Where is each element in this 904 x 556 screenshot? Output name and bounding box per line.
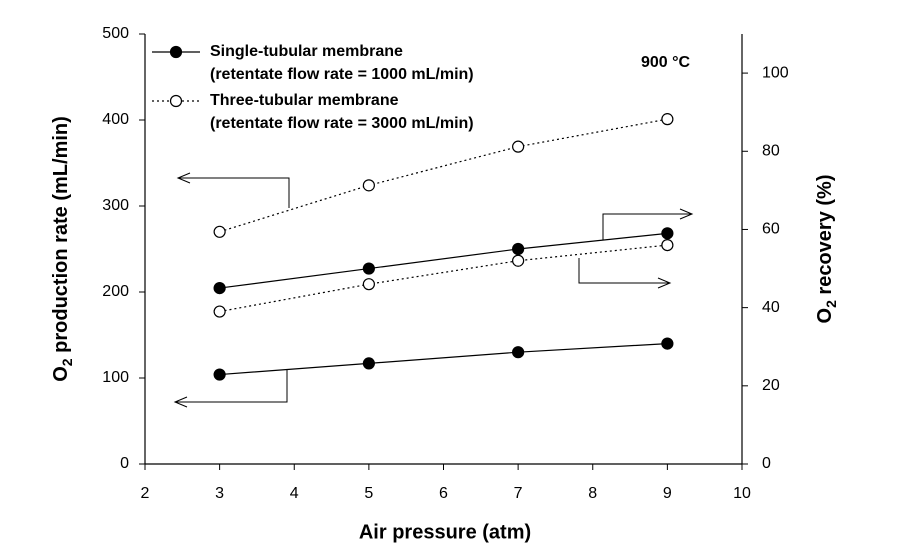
- marker: [512, 254, 525, 267]
- legend-label: Three-tubular membrane: [210, 92, 399, 109]
- marker: [213, 368, 226, 381]
- marker: [512, 140, 525, 153]
- y2-label-sub: 2: [823, 300, 839, 308]
- marker: [362, 179, 375, 192]
- marker: [213, 305, 226, 318]
- y2-tick-label: 100: [762, 64, 789, 81]
- x-tick-label: 5: [364, 485, 373, 502]
- y-label-sub: 2: [59, 358, 75, 366]
- x-tick-label: 8: [588, 485, 597, 502]
- x-tick-label: 7: [514, 485, 523, 502]
- marker: [213, 225, 226, 238]
- legend-label: Single-tubular membrane: [210, 43, 403, 60]
- legend-marker: [169, 94, 183, 108]
- y2-tick-label: 20: [762, 377, 780, 394]
- marker: [362, 262, 375, 275]
- y-label-rest: production rate (mL/min): [50, 116, 72, 358]
- y2-tick-label: 80: [762, 142, 780, 159]
- y-axis-label: O2 production rate (mL/min): [50, 116, 74, 382]
- legend-marker: [169, 45, 183, 59]
- y2-tick-label: 40: [762, 299, 780, 316]
- y2-label-main: O: [814, 308, 836, 324]
- annotation: 900 °C: [641, 54, 691, 71]
- y2-axis-label: O2 recovery (%): [814, 175, 838, 324]
- y-tick-label: 100: [102, 369, 129, 386]
- marker: [362, 278, 375, 291]
- y2-tick-label: 0: [762, 455, 771, 472]
- y-tick-label: 300: [102, 197, 129, 214]
- x-tick-label: 6: [439, 485, 448, 502]
- x-tick-label: 4: [290, 485, 299, 502]
- marker: [661, 113, 674, 126]
- marker: [362, 357, 375, 370]
- y-label-main: O: [50, 366, 72, 382]
- y2-label-rest: recovery (%): [814, 175, 836, 301]
- marker: [512, 346, 525, 359]
- series-line: [219, 244, 668, 313]
- x-axis-label: Air pressure (atm): [359, 521, 531, 543]
- y2-tick-label: 60: [762, 221, 780, 238]
- x-tick-label: 10: [733, 485, 751, 502]
- y-tick-label: 0: [120, 455, 129, 472]
- series-line: [219, 118, 668, 233]
- x-tick-label: 2: [141, 485, 150, 502]
- series-line: [219, 343, 668, 376]
- series-line: [219, 232, 668, 289]
- legend-note: (retentate flow rate = 1000 mL/min): [210, 66, 474, 83]
- marker: [661, 227, 674, 240]
- y-tick-label: 400: [102, 111, 129, 128]
- x-tick-label: 3: [215, 485, 224, 502]
- marker: [512, 242, 525, 256]
- marker: [661, 238, 674, 252]
- y-tick-label: 200: [102, 283, 129, 300]
- x-tick-label: 9: [663, 485, 672, 502]
- legend-note: (retentate flow rate = 3000 mL/min): [210, 115, 474, 132]
- pointer-arrows: [173, 172, 694, 408]
- y-tick-label: 500: [102, 25, 129, 42]
- marker: [213, 281, 226, 295]
- marker: [661, 337, 674, 350]
